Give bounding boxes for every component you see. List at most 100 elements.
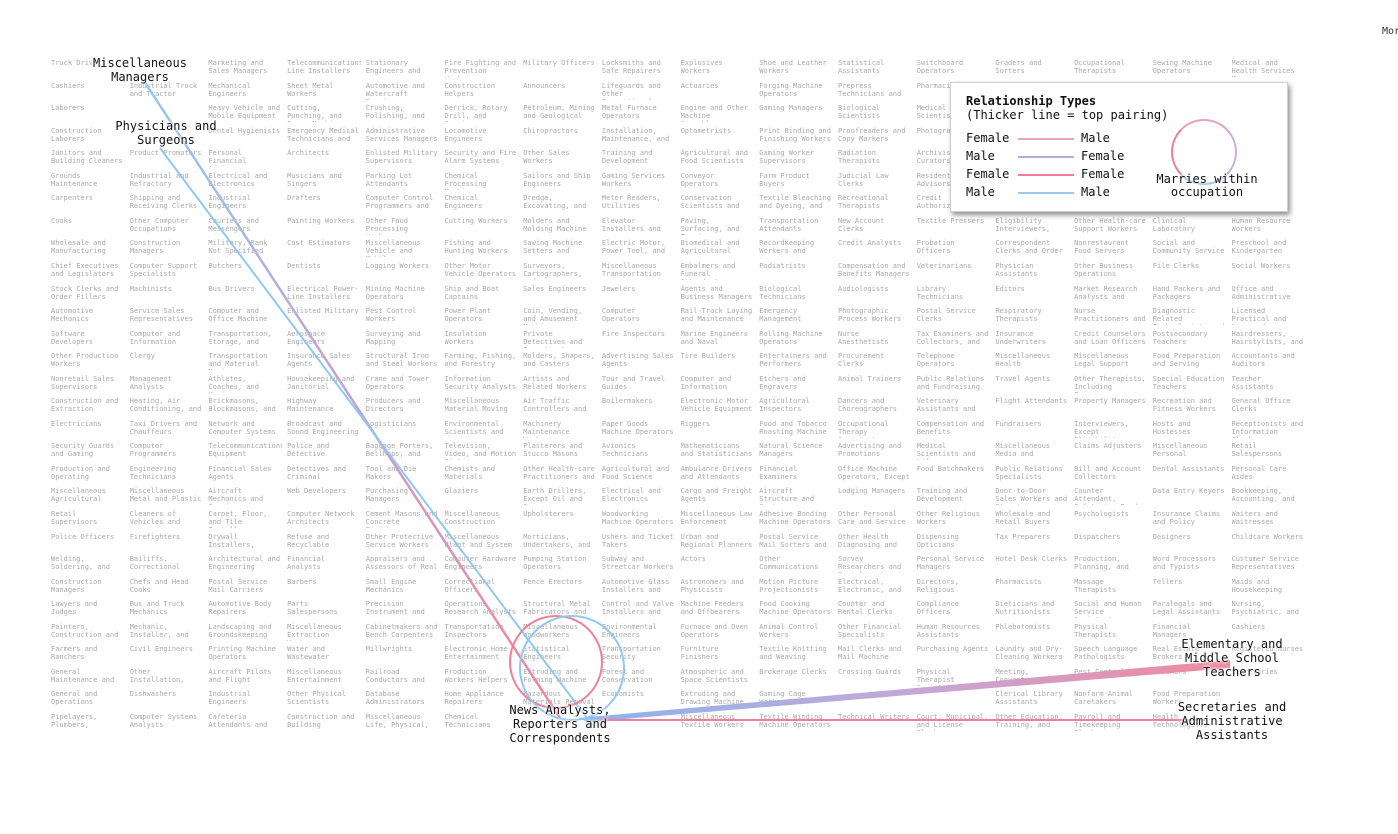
occupation-label[interactable]: Production and Operating: [51, 464, 111, 481]
occupation-label[interactable]: Retail Supervisors: [51, 510, 98, 526]
occupation-label[interactable]: Upholsterers: [523, 510, 574, 518]
occupation-label[interactable]: File Clerks: [1152, 261, 1200, 270]
occupation-label[interactable]: Lodging Managers: [838, 487, 906, 496]
occupation-label[interactable]: Payroll and Timekeeping Clerks: [1074, 712, 1121, 731]
occupation-label[interactable]: Electronic Home Entertainment: [444, 645, 508, 662]
occupation-label[interactable]: Small Engine Mechanics: [365, 577, 417, 594]
occupation-label[interactable]: Optometrists: [680, 126, 732, 135]
occupation-label[interactable]: Emergency Medical Technicians and: [287, 126, 359, 143]
occupation-label[interactable]: Textile Winding Machine Operators: [759, 712, 831, 729]
occupation-label[interactable]: Food Cooking Machine Operators: [759, 600, 831, 617]
occupation-label[interactable]: Computer Support Specialists: [129, 261, 198, 278]
occupation-label[interactable]: Product Promoters: [129, 149, 202, 158]
occupation-label[interactable]: Construction and Building: [287, 712, 355, 729]
occupation-label[interactable]: Teacher Assistants: [1231, 374, 1274, 391]
occupation-label[interactable]: Bill and Account Collectors: [1074, 464, 1142, 481]
occupation-label[interactable]: Accountants and Auditors: [1231, 352, 1295, 369]
occupation-label[interactable]: Other Computer Occupations: [129, 216, 189, 233]
occupation-label[interactable]: Embalmers and Funeral Attendants: [680, 261, 736, 280]
occupation-label[interactable]: Flight Attendants: [995, 397, 1068, 406]
occupation-label[interactable]: Respiratory Therapists: [995, 307, 1042, 324]
occupation-label[interactable]: Food Batchmakers: [916, 464, 985, 473]
occupation-label[interactable]: Lifeguards and Other Recreational: [601, 81, 661, 100]
occupation-label[interactable]: Miscellaneous Material Moving: [444, 397, 508, 414]
occupation-label[interactable]: Medical Scientists and Life: [916, 442, 976, 460]
occupation-label[interactable]: Rolling Machine Operators: [759, 329, 823, 346]
occupation-label[interactable]: Mining Machine Operators: [365, 284, 425, 301]
occupation-label[interactable]: Lawyers and Judges: [51, 600, 98, 617]
occupation-label[interactable]: Automotive Glass Installers and: [601, 577, 670, 594]
occupation-label[interactable]: Actuaries: [680, 81, 719, 90]
occupation-label[interactable]: Mathematicians and Statisticians: [680, 442, 753, 459]
occupation-label[interactable]: Crushing, Polishing, and: [365, 104, 425, 121]
occupation-label[interactable]: Brokerage Clerks: [759, 667, 827, 676]
occupation-label[interactable]: Construction Laborers: [51, 126, 102, 143]
occupation-label[interactable]: Office Machine Operators, Except: [838, 464, 910, 481]
occupation-label[interactable]: Audiologists: [838, 284, 889, 293]
occupation-label[interactable]: Correspondent Clerks and Order: [995, 239, 1063, 256]
occupation-label[interactable]: Drafters: [287, 194, 321, 203]
occupation-label[interactable]: Other Health-care Support Workers: [1074, 216, 1146, 233]
occupation-label[interactable]: Emergency Management: [759, 307, 802, 324]
occupation-label[interactable]: Other Installation,: [129, 667, 185, 684]
occupation-label[interactable]: Ship and Boat Captains: [444, 284, 500, 301]
occupation-label[interactable]: Electricians: [51, 419, 102, 428]
occupation-label[interactable]: Office and Administrative: [1231, 284, 1291, 301]
occupation-label[interactable]: Conservation Scientists and: [680, 194, 740, 211]
occupation-label[interactable]: Prepress Technicians and: [838, 81, 902, 98]
occupation-label[interactable]: Transportation, Storage, and: [208, 329, 272, 346]
occupation-label[interactable]: Sales Engineers: [523, 284, 587, 293]
occupation-label[interactable]: Heating, Air Conditioning, and: [129, 397, 202, 414]
occupation-label[interactable]: Military Officers: [523, 59, 595, 67]
occupation-label[interactable]: Wholesale and Manufacturing: [51, 239, 106, 256]
occupation-label[interactable]: Recreation and Fitness Workers: [1152, 397, 1217, 414]
occupation-label[interactable]: Surveying and Mapping: [365, 329, 421, 346]
occupation-label[interactable]: Human Resource Workers: [1231, 216, 1291, 233]
occupation-label[interactable]: Etchers and Engravers: [759, 374, 806, 391]
occupation-label[interactable]: Security and Fire Alarm Systems: [444, 149, 517, 166]
occupation-label[interactable]: Riggers: [680, 419, 711, 428]
occupation-label[interactable]: Other Production Workers: [51, 352, 119, 369]
occupation-label[interactable]: Agents and Business Managers: [680, 284, 753, 301]
occupation-label[interactable]: Furnace and Oven Operators: [680, 622, 749, 639]
occupation-label[interactable]: Speech Language Pathologists: [1074, 645, 1138, 662]
occupation-label[interactable]: Ushers and Ticket Takers: [601, 532, 674, 549]
occupation-label[interactable]: Interviewers, Except Eligibility: [1074, 419, 1129, 438]
occupation-label[interactable]: Dental Assistants: [1152, 464, 1225, 473]
occupation-label[interactable]: Human Resources Assistants: [916, 622, 980, 639]
occupation-label[interactable]: Structural Iron and Steel Workers: [365, 352, 438, 369]
occupation-label[interactable]: Brickmasons, Blockmasons, and: [208, 397, 276, 414]
occupation-label[interactable]: Electric Motor, Power Tool, and: [601, 239, 666, 256]
occupation-label[interactable]: Pest Control Workers: [365, 307, 417, 324]
occupation-label[interactable]: Shoe and Leather Workers: [759, 59, 827, 75]
occupation-label[interactable]: Paper Goods Machine Operators: [601, 419, 674, 436]
occupation-label[interactable]: Aircraft Pilots and Flight: [208, 667, 272, 684]
occupation-label[interactable]: Molders, Shapers, and Casters: [523, 352, 595, 369]
occupation-label[interactable]: Miscellaneous Life, Physical,: [365, 712, 430, 729]
occupation-label[interactable]: Computer Systems Analysts: [129, 712, 198, 729]
occupation-label[interactable]: Wholesale and Retail Buyers: [995, 510, 1051, 526]
occupation-label[interactable]: Automotive and Watercraft Service: [365, 81, 425, 100]
occupation-label[interactable]: Nonrestaurant Food Servers: [1074, 239, 1129, 256]
occupation-label[interactable]: Enlisted Military: [287, 307, 359, 316]
occupation-label[interactable]: Door-to-Door Sales Workers and Street: [995, 487, 1068, 505]
occupation-label[interactable]: Recordkeeping Workers and: [759, 239, 815, 256]
occupation-label[interactable]: Computer and Information: [680, 374, 732, 391]
occupation-label[interactable]: Athletes, Coaches, and Umpires: [208, 374, 259, 393]
occupation-label[interactable]: Massage Therapists: [1074, 577, 1117, 594]
occupation-label[interactable]: Barbers: [287, 577, 317, 586]
occupation-label[interactable]: Dredge, Excavating, and: [523, 194, 587, 211]
label-physicians-surgeons[interactable]: Physicians and Surgeons: [115, 119, 217, 147]
occupation-label[interactable]: Directors, Religious: [916, 577, 959, 594]
occupation-label[interactable]: Phlebotomists: [995, 622, 1051, 631]
occupation-label[interactable]: Construction and Extraction: [51, 397, 119, 414]
occupation-label[interactable]: Biological Technicians: [759, 284, 806, 301]
occupation-label[interactable]: Statistical Assistants: [838, 59, 885, 75]
occupation-label[interactable]: Occupational Therapy Assistants: [838, 419, 889, 438]
occupation-label[interactable]: Computer and Information: [129, 329, 181, 346]
occupation-label[interactable]: Farmers and Ranchers: [51, 645, 98, 662]
occupation-label[interactable]: Miscellaneous Woodworkers: [523, 622, 578, 639]
occupation-label[interactable]: Counter Attendant, Cafeteria, Food: [1074, 487, 1137, 505]
occupation-label[interactable]: Food and Tobacco Roasting Machine: [759, 419, 827, 436]
occupation-label[interactable]: Insurance Underwriters: [995, 329, 1046, 346]
